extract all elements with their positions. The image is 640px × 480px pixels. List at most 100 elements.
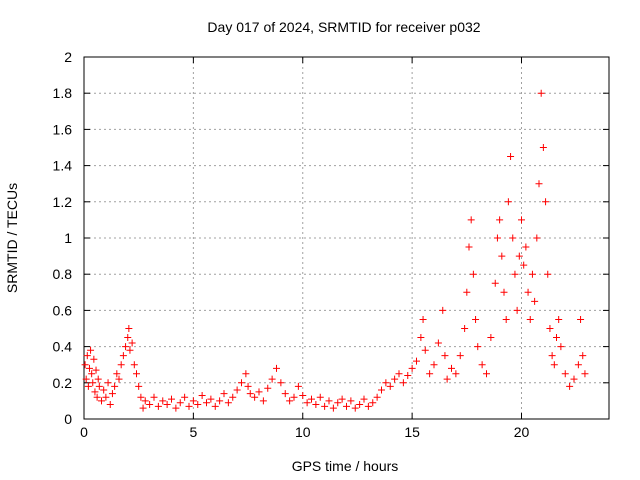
data-point	[216, 397, 224, 405]
data-point	[308, 395, 315, 403]
data-point	[483, 370, 490, 378]
x-tick-label: 20	[514, 424, 530, 440]
data-point	[273, 364, 280, 372]
data-point	[281, 390, 289, 398]
data-point	[125, 325, 133, 332]
data-point	[474, 343, 482, 351]
data-point	[561, 370, 569, 378]
data-point	[496, 216, 504, 224]
x-tick-label: 10	[295, 424, 311, 440]
data-point	[537, 89, 545, 97]
data-point	[238, 379, 245, 387]
data-point	[329, 404, 337, 412]
data-point	[487, 334, 495, 342]
data-point	[522, 243, 530, 251]
data-point	[203, 399, 210, 407]
y-tick-label: 0.8	[53, 266, 73, 282]
x-tick-label: 5	[189, 424, 197, 440]
data-point	[570, 375, 578, 383]
data-point	[391, 375, 399, 383]
data-point	[89, 379, 97, 387]
y-axis-label: SRMTID / TECUs	[4, 183, 20, 293]
data-point	[124, 334, 132, 342]
data-point	[469, 270, 477, 278]
data-point	[395, 370, 403, 378]
data-point	[364, 402, 372, 410]
data-point	[574, 361, 582, 369]
data-point	[264, 384, 272, 392]
y-tick-label: 1	[64, 230, 72, 246]
data-point	[113, 370, 121, 378]
data-point	[224, 399, 232, 407]
y-tick-label: 2	[64, 49, 72, 65]
data-point	[290, 393, 298, 401]
data-point	[546, 325, 554, 332]
data-point	[566, 382, 574, 390]
data-point	[434, 339, 442, 347]
data-point	[207, 395, 215, 403]
x-tick-label: 15	[404, 424, 420, 440]
data-point	[513, 306, 521, 314]
data-point	[316, 393, 324, 401]
data-point	[122, 343, 130, 351]
data-point	[84, 382, 92, 390]
data-point	[128, 339, 136, 347]
y-tick-label: 1.2	[53, 194, 73, 210]
data-point	[441, 352, 449, 360]
data-point	[491, 279, 499, 287]
data-point	[443, 375, 451, 383]
chart-title: Day 017 of 2024, SRMTID for receiver p03…	[207, 19, 480, 35]
data-point	[515, 252, 523, 260]
data-point	[141, 397, 149, 405]
y-tick-label: 1.4	[53, 158, 73, 174]
data-point	[439, 306, 447, 314]
data-point	[92, 366, 100, 374]
y-tick-labels: 0 0.2 0.4 0.6 0.8 1 1.2 1.4 1.6 1.8 2	[53, 49, 73, 427]
data-point	[117, 361, 125, 369]
data-point	[448, 364, 455, 372]
data-point	[478, 361, 486, 369]
data-point	[507, 153, 515, 161]
data-point	[229, 393, 237, 401]
x-axis-label: GPS time / hours	[292, 458, 399, 474]
data-point	[386, 382, 394, 390]
data-point	[343, 402, 350, 410]
data-point	[98, 397, 105, 405]
data-point	[111, 382, 119, 390]
data-point	[108, 390, 116, 398]
data-point	[338, 395, 346, 403]
data-point	[548, 352, 556, 360]
data-point	[542, 198, 550, 206]
data-point	[299, 391, 307, 399]
grid-layer	[84, 57, 609, 419]
data-point	[168, 395, 175, 403]
data-point	[413, 357, 420, 365]
data-point	[176, 399, 184, 407]
data-point	[509, 234, 517, 242]
data-point	[244, 382, 252, 390]
data-point	[511, 270, 519, 278]
x-tick-labels: 0 5 10 15 20	[80, 424, 529, 440]
data-point	[430, 361, 438, 369]
data-point	[233, 386, 241, 394]
data-point	[472, 315, 480, 323]
data-point	[369, 399, 377, 407]
data-point	[347, 397, 355, 405]
y-tick-label: 0.4	[53, 339, 73, 355]
data-point	[467, 216, 475, 224]
data-point	[95, 382, 103, 390]
data-point	[500, 288, 508, 296]
data-point	[528, 270, 536, 278]
data-point	[581, 370, 589, 378]
y-tick-label: 1.6	[53, 121, 73, 137]
data-point	[154, 402, 162, 410]
data-point	[465, 243, 473, 251]
data-point	[150, 393, 158, 401]
data-point	[268, 375, 276, 383]
data-point	[286, 397, 294, 405]
data-point	[421, 346, 429, 354]
data-point	[533, 234, 541, 242]
data-point	[553, 334, 560, 342]
data-point	[135, 382, 143, 390]
data-point	[334, 399, 342, 407]
